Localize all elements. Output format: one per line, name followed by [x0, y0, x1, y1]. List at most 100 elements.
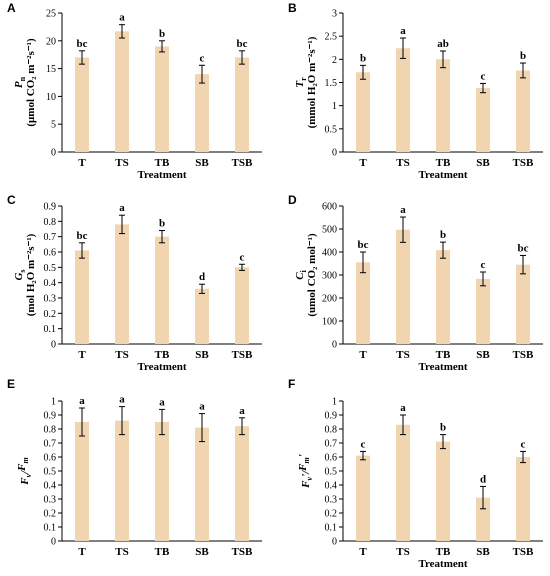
significance-letter: b	[159, 28, 165, 40]
x-tick-label: TB	[436, 157, 451, 169]
bar-ts	[115, 31, 129, 152]
x-tick-label: TSB	[513, 349, 534, 361]
y-tick-label: 0	[51, 340, 56, 351]
significance-letter: b	[440, 422, 446, 434]
y-tick-label: 0.2	[325, 509, 338, 520]
y-tick-label: 0.9	[44, 202, 57, 213]
y-tick-label: 1.5	[325, 78, 338, 89]
y-tick-label: 0.5	[325, 124, 338, 135]
y-tick-label: 25	[46, 9, 56, 20]
significance-letter: bc	[237, 38, 248, 50]
y-axis-unit: (umol CO₂ mol⁻¹)	[306, 233, 318, 317]
panel-letter: E	[7, 377, 15, 391]
y-tick-label: 1	[51, 397, 56, 408]
bar-tb	[155, 236, 169, 344]
y-tick-label: 0.4	[44, 278, 57, 289]
y-tick-label: 0.7	[44, 232, 57, 243]
bar-ts	[396, 424, 410, 541]
y-tick-label: 5	[51, 120, 56, 131]
y-axis-label: Fv/Fm	[16, 457, 33, 486]
y-tick-label: 20	[46, 36, 56, 47]
y-tick-label: 0.5	[325, 467, 338, 478]
y-tick-label: 0.2	[44, 509, 57, 520]
significance-letter: a	[159, 396, 165, 408]
y-tick-label: 0.8	[44, 217, 57, 228]
y-tick-label: 0.1	[44, 523, 57, 534]
x-tick-label: TB	[436, 349, 451, 361]
significance-letter: bc	[77, 38, 88, 50]
x-tick-label: TSB	[232, 349, 253, 361]
significance-letter: d	[480, 473, 486, 485]
y-axis-label: Gs	[13, 269, 27, 280]
bar-sb	[195, 74, 209, 152]
significance-letter: c	[200, 52, 205, 64]
y-tick-label: 0.5	[44, 467, 57, 478]
significance-letter: a	[119, 394, 125, 406]
y-axis-label: Ci	[294, 269, 308, 279]
panel-d: D 0 100 200 300 400 500 600 bc Ta TS b TB c SB bc TSB Tre…	[288, 193, 543, 373]
significance-letter: a	[119, 12, 125, 24]
y-tick-label: 600	[322, 202, 337, 213]
y-tick-label: 2	[332, 55, 337, 66]
y-axis-label: Tr	[294, 77, 308, 88]
bar-t	[75, 422, 89, 541]
y-tick-label: 0.5	[44, 263, 57, 274]
bar-sb	[195, 288, 209, 344]
y-tick-label: 500	[322, 225, 337, 236]
y-tick-label: 10	[46, 92, 56, 103]
significance-letter: bc	[358, 239, 369, 251]
bar-tsb	[235, 267, 249, 344]
bar-tsb	[516, 70, 530, 152]
significance-letter: bc	[77, 230, 88, 242]
y-axis-unit: (mol H₂O m⁻²s⁻¹)	[25, 233, 37, 316]
significance-letter: b	[520, 50, 526, 62]
x-tick-label: TS	[115, 349, 128, 361]
y-tick-label: 0.3	[44, 495, 57, 506]
y-tick-label: 0.6	[325, 453, 338, 464]
y-tick-label: 400	[322, 248, 337, 259]
panel-letter: B	[288, 1, 297, 15]
y-tick-label: 1	[332, 397, 337, 408]
bar-t	[75, 250, 89, 344]
x-tick-label: TB	[155, 349, 170, 361]
significance-letter: ab	[437, 38, 449, 50]
x-tick-label: TS	[396, 546, 409, 558]
y-tick-label: 15	[46, 64, 56, 75]
x-tick-label: T	[78, 349, 86, 361]
x-axis-label: Treatment	[418, 558, 467, 570]
significance-letter: a	[400, 402, 406, 414]
y-tick-label: 0	[51, 148, 56, 159]
y-tick-label: 0	[51, 537, 56, 548]
y-tick-label: 2.5	[325, 32, 338, 43]
y-tick-label: 0	[332, 537, 337, 548]
bar-sb	[476, 497, 490, 541]
panel-letter: F	[288, 377, 295, 391]
y-axis-unit: (μmol CO₂ m⁻²s⁻¹)	[25, 38, 37, 127]
y-axis-label: Pn	[13, 76, 27, 88]
y-tick-label: 0.1	[44, 324, 57, 335]
panel-letter: D	[288, 193, 297, 207]
significance-letter: a	[119, 202, 125, 214]
x-tick-label: SB	[195, 349, 209, 361]
x-tick-label: SB	[195, 546, 209, 558]
panel-letter: C	[7, 193, 16, 207]
y-tick-label: 0.8	[44, 425, 57, 436]
bar-tb	[155, 46, 169, 152]
x-tick-label: T	[78, 546, 86, 558]
significance-letter: b	[360, 52, 366, 64]
x-tick-label: TSB	[232, 157, 253, 169]
panel-letter: A	[7, 1, 16, 15]
significance-letter: c	[481, 70, 486, 82]
panel-b: B 0 0.5 1 1.5 2 2.5 3 b Ta TS ab TB c SB b TSB Treatment T…	[288, 1, 543, 181]
panel-c: C 0 0.1 0.2 0.3 0.4 0.5 0.6 0.7 0.8 0.9 bc Ta TS b TB d S…	[7, 193, 262, 373]
bar-t	[356, 72, 370, 152]
bar-ts	[115, 224, 129, 344]
bar-sb	[476, 88, 490, 152]
significance-letter: d	[199, 271, 205, 283]
bar-t	[356, 455, 370, 541]
y-tick-label: 1	[332, 101, 337, 112]
significance-letter: c	[240, 251, 245, 263]
y-tick-label: 3	[332, 9, 337, 20]
bar-ts	[396, 48, 410, 152]
panel-e: E 0 0.1 0.2 0.3 0.4 0.5 0.6 0.7 0.8 0.9 1 a Ta TS a TB a S…	[7, 377, 262, 558]
